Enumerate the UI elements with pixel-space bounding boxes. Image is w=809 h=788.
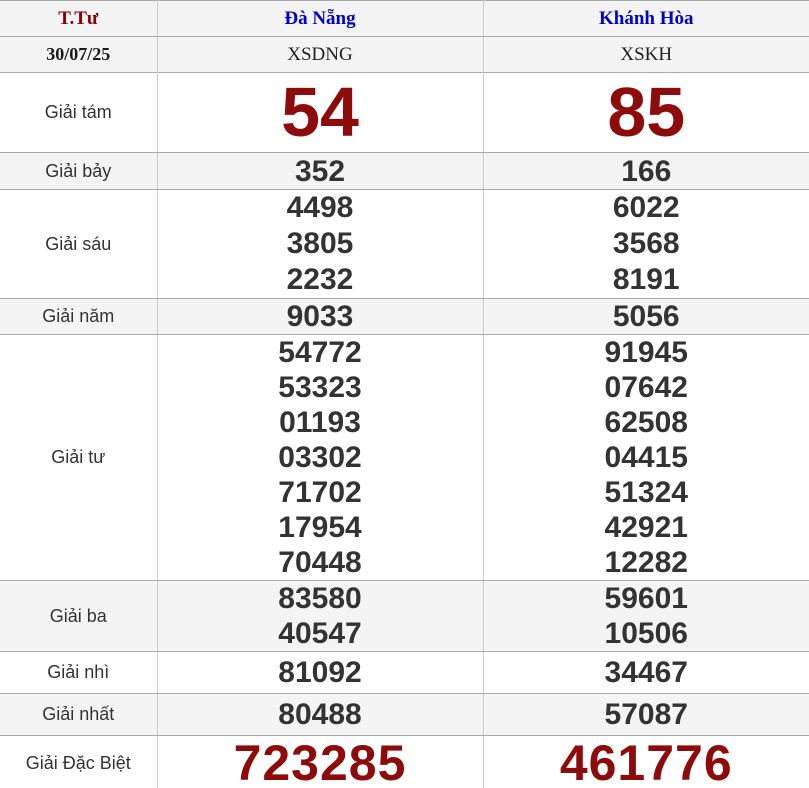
prize-number: 03302 bbox=[278, 441, 362, 474]
prize-label-cell: Giải ba bbox=[0, 580, 158, 652]
prize-number: 12282 bbox=[604, 546, 688, 579]
draw-date: 30/07/25 bbox=[0, 36, 158, 73]
prize-number: 166 bbox=[621, 154, 672, 188]
prize-number: 54772 bbox=[278, 336, 362, 369]
station-code-cell-xskh: XSKH bbox=[482, 36, 809, 73]
prize-label-cell: Giải tám bbox=[0, 72, 158, 153]
prize-numbers-da-nang: 352 bbox=[156, 152, 484, 190]
prize-label: Giải tư bbox=[51, 447, 106, 467]
prize-numbers-da-nang: 54 bbox=[156, 72, 484, 153]
prize-label: Giải năm bbox=[42, 306, 115, 326]
prize-label-cell: Giải năm bbox=[0, 298, 158, 335]
prize-number: 54 bbox=[281, 73, 359, 151]
station-code-cell-xsdng: XSDNG bbox=[156, 36, 484, 73]
prize-label: Giải sáu bbox=[45, 233, 112, 254]
prize-number: 62508 bbox=[604, 406, 688, 439]
station-code-xsdng: XSDNG bbox=[287, 43, 353, 65]
prize-row-g8: Giải tám 54 85 bbox=[0, 72, 809, 153]
prize-label-cell: Giải tư bbox=[0, 334, 158, 581]
prize-number: 4498 bbox=[286, 191, 354, 224]
prize-number: 51324 bbox=[604, 476, 688, 509]
header-row: T.Tư Đà Nẵng Khánh Hòa bbox=[0, 0, 809, 37]
draw-date-text: 30/07/25 bbox=[46, 44, 111, 64]
prize-numbers-da-nang: 83580 40547 bbox=[156, 580, 484, 652]
prize-numbers-da-nang: 9033 bbox=[156, 298, 484, 335]
prize-row-g4: Giải tư 54772 53323 01193 03302 71702 17954 704… bbox=[0, 334, 809, 581]
prize-label-cell: Giải bảy bbox=[0, 152, 158, 190]
prize-numbers-da-nang: 54772 53323 01193 03302 71702 17954 70448 bbox=[156, 334, 484, 581]
prize-number: 6022 bbox=[612, 191, 680, 224]
prize-row-g1: Giải nhất 80488 57087 bbox=[0, 693, 809, 736]
prize-number: 461776 bbox=[559, 735, 733, 788]
prize-row-g7: Giải bảy 352 166 bbox=[0, 152, 809, 190]
prize-number: 01193 bbox=[279, 406, 361, 439]
prize-numbers-da-nang: 4498 3805 2232 bbox=[156, 189, 484, 299]
prize-numbers-da-nang: 80488 bbox=[156, 693, 484, 736]
prize-label: Giải nhì bbox=[47, 662, 110, 682]
prize-label: Giải Đặc Biệt bbox=[25, 752, 131, 773]
prize-number: 10506 bbox=[604, 617, 688, 650]
prize-label: Giải ba bbox=[49, 605, 107, 626]
prize-number: 352 bbox=[294, 154, 346, 188]
prize-number: 04415 bbox=[604, 441, 688, 474]
prize-numbers-khanh-hoa: 461776 bbox=[482, 735, 809, 788]
prize-number: 70448 bbox=[278, 546, 362, 579]
prize-label-cell: Giải nhất bbox=[0, 693, 158, 736]
prize-number: 34467 bbox=[604, 656, 688, 689]
prize-number: 3805 bbox=[286, 227, 354, 260]
province-link-da-nang[interactable]: Đà Nẵng bbox=[284, 7, 356, 29]
prize-number: 57087 bbox=[604, 698, 688, 731]
prize-number: 83580 bbox=[278, 582, 362, 615]
prize-number: 71702 bbox=[278, 476, 362, 509]
prize-numbers-khanh-hoa: 5056 bbox=[482, 298, 809, 335]
prize-number: 8191 bbox=[612, 263, 680, 296]
prize-number: 91945 bbox=[604, 336, 688, 369]
prize-numbers-da-nang: 723285 bbox=[156, 735, 484, 788]
prize-number: 42921 bbox=[604, 511, 688, 544]
prize-label: Giải tám bbox=[44, 102, 112, 122]
province-header-da-nang: Đà Nẵng bbox=[156, 0, 484, 37]
prize-numbers-khanh-hoa: 57087 bbox=[482, 693, 809, 736]
prize-row-g3: Giải ba 83580 40547 59601 10506 bbox=[0, 580, 809, 652]
prize-number: 80488 bbox=[278, 698, 362, 731]
prize-number: 723285 bbox=[233, 735, 407, 788]
prize-row-g2: Giải nhì 81092 34467 bbox=[0, 651, 809, 694]
prize-number: 40547 bbox=[278, 617, 362, 650]
prize-number: 85 bbox=[607, 73, 686, 151]
prize-number: 53323 bbox=[278, 371, 362, 404]
prize-numbers-khanh-hoa: 91945 07642 62508 04415 51324 42921 12282 bbox=[482, 334, 809, 581]
prize-row-g6: Giải sáu 4498 3805 2232 6022 3568 8191 bbox=[0, 189, 809, 299]
prize-number: 3568 bbox=[612, 227, 680, 260]
prize-number: 2232 bbox=[286, 263, 354, 296]
station-code-xskh: XSKH bbox=[620, 43, 673, 65]
province-header-khanh-hoa: Khánh Hòa bbox=[482, 0, 809, 37]
prize-number: 17954 bbox=[278, 511, 362, 544]
prize-number: 59601 bbox=[604, 582, 688, 615]
prize-numbers-khanh-hoa: 34467 bbox=[482, 651, 809, 694]
prize-numbers-da-nang: 81092 bbox=[156, 651, 484, 694]
prize-row-g5: Giải năm 9033 5056 bbox=[0, 298, 809, 335]
weekday-header-cell: T.Tư bbox=[0, 0, 158, 37]
prize-label-cell: Giải sáu bbox=[0, 189, 158, 299]
prize-label-cell: Giải nhì bbox=[0, 651, 158, 694]
prize-label: Giải nhất bbox=[42, 704, 115, 724]
prize-numbers-khanh-hoa: 6022 3568 8191 bbox=[482, 189, 809, 299]
prize-label: Giải bảy bbox=[45, 160, 112, 181]
prize-numbers-khanh-hoa: 166 bbox=[482, 152, 809, 190]
prize-numbers-khanh-hoa: 59601 10506 bbox=[482, 580, 809, 652]
prize-number: 07642 bbox=[604, 371, 688, 404]
province-link-khanh-hoa[interactable]: Khánh Hòa bbox=[598, 7, 694, 29]
prize-row-db: Giải Đặc Biệt 723285 461776 bbox=[0, 735, 809, 788]
weekday-link[interactable]: T.Tư bbox=[58, 7, 99, 29]
prize-label-cell: Giải Đặc Biệt bbox=[0, 735, 158, 788]
prize-number: 81092 bbox=[278, 656, 362, 689]
date-row: 30/07/25 XSDNG XSKH bbox=[0, 36, 809, 73]
prize-numbers-khanh-hoa: 85 bbox=[482, 72, 809, 153]
prize-number: 5056 bbox=[612, 300, 680, 333]
prize-number: 9033 bbox=[286, 300, 354, 333]
